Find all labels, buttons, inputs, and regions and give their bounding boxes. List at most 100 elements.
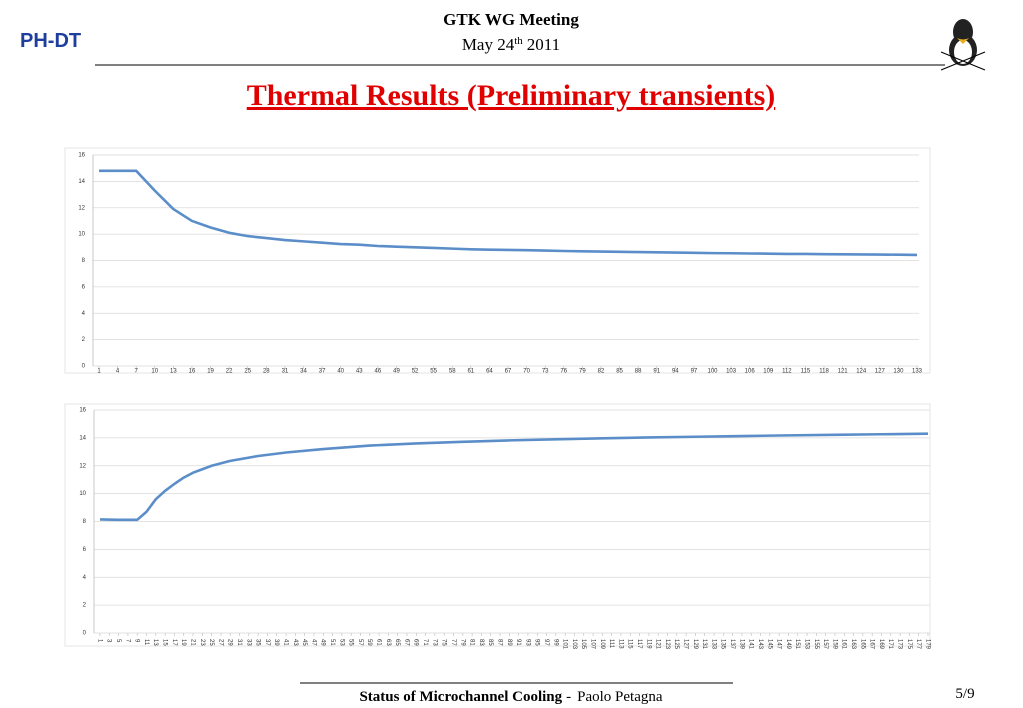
x-tick-label: 153 <box>803 639 809 650</box>
data-line <box>99 169 918 257</box>
x-tick-label: 51 <box>329 639 335 646</box>
x-tick-label: 155 <box>813 639 819 650</box>
slide-title: Thermal Results (Preliminary transients) <box>247 79 776 112</box>
x-tick-label: 145 <box>766 639 772 650</box>
x-tick-label: 137 <box>729 639 735 650</box>
x-tick-label: 135 <box>720 639 726 650</box>
x-tick-label: 73 <box>542 369 549 375</box>
y-tick-label: 8 <box>83 519 87 525</box>
x-tick-label: 76 <box>560 369 567 375</box>
y-tick-label: 4 <box>82 311 86 317</box>
x-tick-label: 27 <box>217 639 223 646</box>
x-tick-label: 4 <box>116 369 120 375</box>
x-tick-label: 107 <box>590 639 596 650</box>
x-tick-label: 93 <box>524 639 530 646</box>
x-tick-label: 97 <box>543 639 549 646</box>
x-tick-label: 115 <box>801 369 811 375</box>
x-tick-label: 59 <box>366 639 372 646</box>
x-tick-label: 129 <box>692 639 698 650</box>
x-tick-label: 15 <box>162 639 168 646</box>
x-tick-label: 85 <box>616 369 623 375</box>
x-tick-label: 67 <box>505 369 512 375</box>
x-tick-label: 121 <box>655 639 661 650</box>
x-tick-label: 165 <box>859 639 865 650</box>
org-label: PH-DT <box>20 30 81 52</box>
x-tick-label: 151 <box>794 639 800 650</box>
x-tick-label: 1 <box>96 639 102 643</box>
x-tick-label: 161 <box>841 639 847 650</box>
x-tick-label: 19 <box>207 369 214 375</box>
x-tick-label: 37 <box>319 369 326 375</box>
x-tick-label: 40 <box>337 369 344 375</box>
x-tick-label: 141 <box>748 639 754 650</box>
x-tick-label: 103 <box>726 369 737 375</box>
x-tick-label: 177 <box>915 639 921 650</box>
x-tick-label: 130 <box>893 369 904 375</box>
x-tick-label: 1 <box>97 369 101 375</box>
x-tick-label: 55 <box>348 639 354 646</box>
x-tick-label: 47 <box>310 639 316 646</box>
x-tick-label: 31 <box>236 639 242 646</box>
x-tick-label: 106 <box>745 369 756 375</box>
x-tick-label: 149 <box>785 639 791 650</box>
x-tick-label: 143 <box>757 639 763 650</box>
chart-frame <box>64 403 931 647</box>
x-tick-label: 31 <box>282 369 289 375</box>
y-tick-label: 12 <box>79 463 86 469</box>
x-tick-label: 89 <box>506 639 512 646</box>
y-tick-label: 6 <box>82 284 86 290</box>
y-tick-label: 10 <box>79 491 86 497</box>
x-tick-label: 46 <box>375 369 382 375</box>
x-tick-label: 39 <box>273 639 279 646</box>
x-tick-label: 117 <box>636 639 642 649</box>
x-tick-label: 82 <box>598 369 605 375</box>
x-tick-label: 23 <box>199 639 205 646</box>
y-tick-label: 14 <box>79 435 86 441</box>
x-tick-label: 87 <box>496 639 502 646</box>
y-tick-label: 16 <box>79 408 86 414</box>
x-tick-label: 125 <box>673 639 679 650</box>
x-tick-label: 37 <box>264 639 270 646</box>
x-tick-label: 21 <box>189 639 195 646</box>
x-tick-label: 171 <box>887 639 893 650</box>
x-tick-label: 173 <box>897 639 903 650</box>
x-tick-label: 73 <box>431 639 437 646</box>
date-year: 2011 <box>527 35 560 54</box>
x-tick-label: 99 <box>552 639 558 646</box>
footer: Status of Microchannel Cooling - Paolo Pet… <box>359 689 662 705</box>
x-tick-label: 113 <box>617 639 623 649</box>
page-number: 5/9 <box>955 686 974 702</box>
footer-author: Paolo Petagna <box>577 689 663 705</box>
x-tick-label: 175 <box>906 639 912 650</box>
x-tick-label: 81 <box>469 639 475 646</box>
x-tick-label: 95 <box>534 639 540 646</box>
x-tick-label: 169 <box>878 639 884 650</box>
footer-topic: Status of Microchannel Cooling <box>359 689 562 705</box>
x-tick-label: 147 <box>776 639 782 650</box>
x-tick-label: 115 <box>627 639 633 649</box>
data-line <box>99 432 929 522</box>
x-tick-label: 118 <box>819 369 829 375</box>
y-tick-label: 12 <box>78 205 85 211</box>
x-tick-label: 55 <box>430 369 437 375</box>
x-tick-label: 79 <box>459 639 465 646</box>
x-tick-label: 109 <box>599 639 605 650</box>
date: May 24th 2011 <box>462 35 560 54</box>
logo <box>940 19 986 71</box>
x-tick-label: 111 <box>608 639 614 649</box>
x-tick-label: 159 <box>831 639 837 650</box>
x-tick-label: 25 <box>244 369 251 375</box>
date-main: May 24 <box>462 35 515 54</box>
x-tick-label: 64 <box>486 369 493 375</box>
y-tick-label: 6 <box>83 547 87 553</box>
x-tick-label: 127 <box>875 369 886 375</box>
x-tick-label: 65 <box>394 639 400 646</box>
x-tick-label: 88 <box>635 369 642 375</box>
x-tick-label: 101 <box>562 639 568 650</box>
y-tick-label: 4 <box>83 575 87 581</box>
x-tick-label: 17 <box>171 639 177 646</box>
footer-separator: - <box>566 689 571 705</box>
x-tick-label: 91 <box>653 369 660 375</box>
x-tick-label: 49 <box>393 369 400 375</box>
x-tick-label: 11 <box>143 639 149 646</box>
